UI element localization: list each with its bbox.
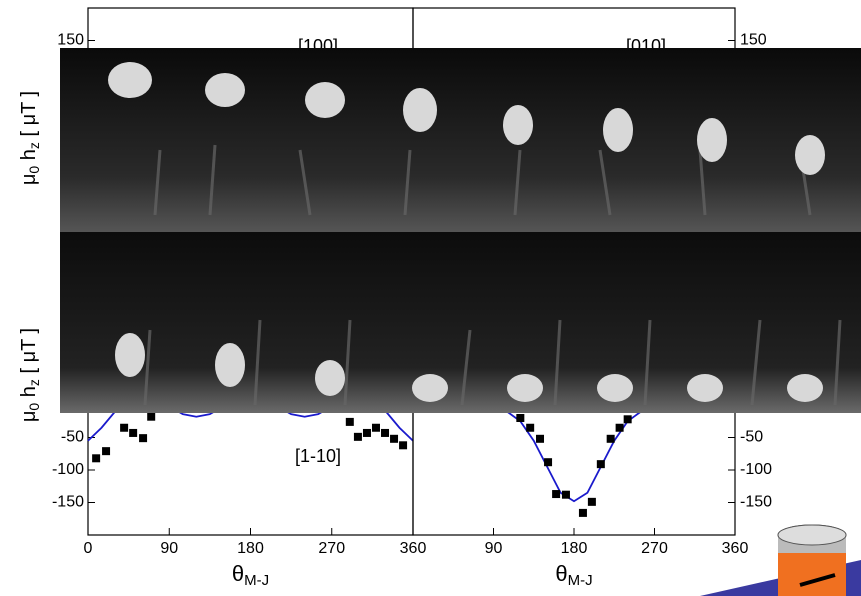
data-point [578,508,587,517]
x-tick-label: 270 [318,540,345,557]
y-axis-label-part: z [26,142,42,149]
y-axis-label-part: h [18,149,40,166]
data-point [362,428,371,437]
x-tick-label: 270 [641,540,668,557]
y-tick-label: 150 [57,32,84,49]
y-axis-label-part: μ [18,411,40,423]
x-tick-label: 0 [84,540,93,557]
data-point [544,458,553,467]
sample-icon [700,524,861,596]
data-point [345,417,354,426]
data-point [596,460,605,469]
data-point [353,432,362,441]
data-point [623,415,632,424]
data-point [139,434,148,443]
photo-strip [60,48,861,413]
data-point [120,423,129,432]
x-axis-label-part: M-J [244,572,269,589]
y-axis-label-part: h [18,386,40,403]
y-tick-label: -150 [740,494,772,511]
y-axis-label: μ0 hz [ μT ] [18,91,41,185]
data-point [526,423,535,432]
x-tick-label: 360 [722,540,749,557]
data-point [390,434,399,443]
y-tick-label: 150 [740,32,767,49]
y-axis-label-part: [ μT ] [18,91,40,142]
y-axis-label-part: [ μT ] [18,328,40,379]
x-tick-label: 90 [160,540,178,557]
data-point [129,428,138,437]
data-point [399,441,408,450]
x-tick-label: 180 [561,540,588,557]
x-tick-label: 90 [485,540,503,557]
y-axis-label-part: z [26,379,42,386]
x-axis-label-part: M-J [568,572,593,589]
data-point [587,497,596,506]
x-axis-label: θM-J [555,561,592,589]
data-point [536,434,545,443]
y-tick-label: -50 [740,429,763,446]
data-point [147,412,156,421]
y-tick-label: -100 [52,461,84,478]
x-axis-label-part: θ [232,561,244,586]
y-axis-label-part: 0 [26,166,42,174]
data-point [371,423,380,432]
y-axis-label: μ0 hz [ μT ] [18,328,41,422]
data-point [102,447,111,456]
x-axis-label-part: θ [555,561,567,586]
x-tick-label: 360 [400,540,427,557]
panel-label: [1-10] [295,446,341,466]
y-axis-label-part: 0 [26,403,42,411]
data-point [92,454,101,463]
data-point [606,434,615,443]
x-axis-label: θM-J [232,561,269,589]
x-tick-label: 180 [237,540,264,557]
y-tick-label: -150 [52,494,84,511]
data-point [561,490,570,499]
data-point [516,414,525,422]
data-point [552,490,561,499]
y-tick-label: -100 [740,461,772,478]
y-tick-label: -50 [61,429,84,446]
y-axis-label-part: μ [18,174,40,186]
data-point [381,428,390,437]
data-point [615,423,624,432]
